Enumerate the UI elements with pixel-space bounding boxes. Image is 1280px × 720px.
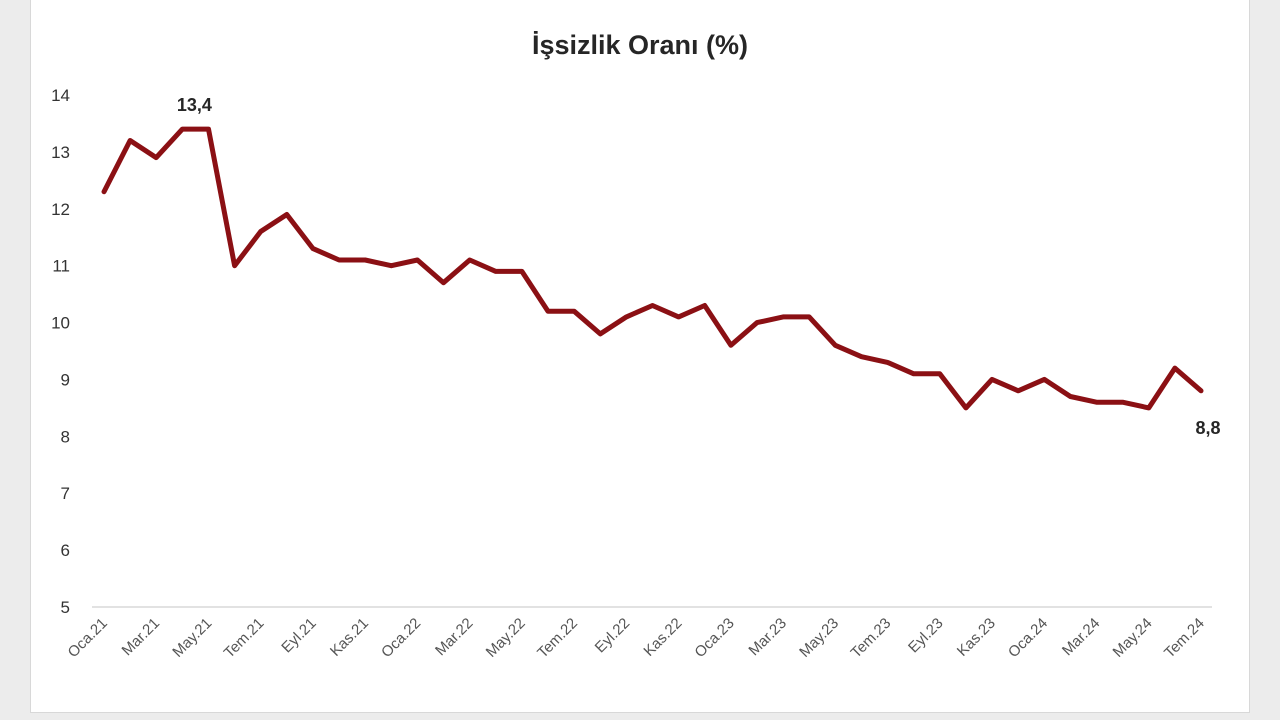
- x-axis-ticks: Oca.21 Mar.21 May.21 Tem.21 Eyl.21 Kas.21 Oca.…: [65, 615, 1208, 662]
- data-point: [650, 303, 655, 308]
- data-point: [232, 263, 237, 268]
- x-tick-label: Mar.24: [1059, 615, 1103, 659]
- x-tick-label: Tem.22: [534, 615, 581, 662]
- y-tick-label: 13: [51, 143, 70, 162]
- data-point: [1042, 377, 1047, 382]
- data-point: [493, 269, 498, 274]
- data-point: [467, 257, 472, 262]
- data-point: [963, 405, 968, 410]
- x-tick-label: Oca.22: [378, 615, 424, 661]
- data-label: 13,4: [177, 95, 212, 115]
- x-tick-label: Mar.23: [745, 615, 789, 659]
- x-tick-label: May.21: [169, 615, 215, 661]
- data-point: [937, 371, 942, 376]
- data-point: [728, 343, 733, 348]
- data-point: [676, 314, 681, 319]
- y-tick-label: 9: [61, 370, 70, 389]
- data-point: [1068, 394, 1073, 399]
- chart-title: İşsizlik Oranı (%): [532, 30, 748, 60]
- data-point: [885, 360, 890, 365]
- y-tick-label: 10: [51, 314, 70, 333]
- x-tick-label: Oca.21: [65, 615, 111, 661]
- data-point: [258, 229, 263, 234]
- data-point: [807, 314, 812, 319]
- data-point: [754, 320, 759, 325]
- data-point: [441, 280, 446, 285]
- data-point: [180, 127, 185, 132]
- data-point: [102, 189, 107, 194]
- y-tick-label: 11: [52, 257, 70, 276]
- x-tick-label: Tem.24: [1161, 615, 1208, 662]
- data-point: [911, 371, 916, 376]
- y-tick-label: 8: [61, 427, 70, 446]
- x-tick-label: Mar.22: [432, 615, 476, 659]
- data-point: [128, 138, 133, 143]
- y-tick-label: 14: [51, 86, 70, 105]
- data-point: [546, 309, 551, 314]
- y-tick-label: 5: [61, 598, 70, 617]
- y-tick-label: 7: [61, 484, 70, 503]
- data-point: [702, 303, 707, 308]
- data-point: [1172, 366, 1177, 371]
- data-point: [1016, 388, 1021, 393]
- data-point: [337, 257, 342, 262]
- series-group: [101, 126, 1204, 411]
- data-point: [990, 377, 995, 382]
- x-tick-label: Tem.21: [221, 615, 268, 662]
- data-point: [389, 263, 394, 268]
- data-point: [363, 257, 368, 262]
- data-point: [415, 257, 420, 262]
- data-point: [1094, 400, 1099, 405]
- data-point: [624, 314, 629, 319]
- chart-card: [30, 0, 1250, 713]
- x-tick-label: Eyl.21: [278, 615, 320, 657]
- x-tick-label: Mar.21: [119, 615, 163, 659]
- x-tick-label: Kas.23: [954, 615, 999, 660]
- data-point: [284, 212, 289, 217]
- x-tick-label: Kas.21: [327, 615, 372, 660]
- y-tick-label: 12: [51, 200, 70, 219]
- data-labels: 13,4 8,8: [177, 95, 1221, 438]
- data-point: [1120, 400, 1125, 405]
- data-point: [859, 354, 864, 359]
- y-tick-label: 6: [61, 541, 70, 560]
- data-point: [310, 246, 315, 251]
- y-axis-ticks: 5 6 7 8 9 10 11 12 13 14: [51, 86, 70, 617]
- x-tick-label: Kas.22: [640, 615, 685, 660]
- x-tick-label: Eyl.22: [592, 615, 634, 657]
- x-tick-label: Oca.24: [1005, 615, 1051, 661]
- data-point: [1146, 405, 1151, 410]
- data-point: [1199, 388, 1204, 393]
- data-point: [598, 331, 603, 336]
- data-label: 8,8: [1195, 418, 1220, 438]
- series-line: [101, 126, 1204, 411]
- x-tick-label: Oca.23: [691, 615, 737, 661]
- x-tick-label: Eyl.23: [905, 615, 947, 657]
- x-tick-label: May.22: [483, 615, 529, 661]
- data-point: [833, 343, 838, 348]
- data-point: [519, 269, 524, 274]
- data-point: [781, 314, 786, 319]
- x-tick-label: May.24: [1110, 615, 1156, 661]
- x-tick-label: Tem.23: [848, 615, 895, 662]
- x-tick-label: May.23: [796, 615, 842, 661]
- data-point: [572, 309, 577, 314]
- data-point: [154, 155, 159, 160]
- data-point: [206, 127, 211, 132]
